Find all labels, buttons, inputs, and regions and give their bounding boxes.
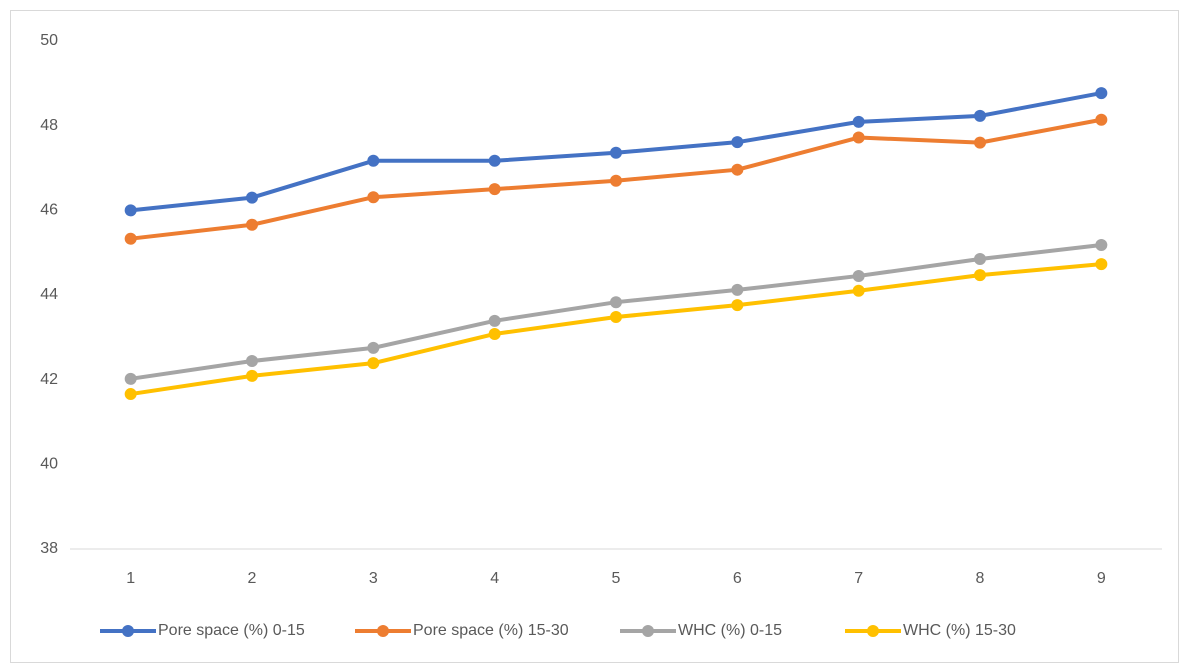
data-point (1095, 87, 1108, 100)
y-tick-label: 50 (40, 32, 58, 49)
data-point (974, 109, 986, 122)
data-point (124, 204, 137, 217)
data-point (974, 269, 986, 282)
data-point (488, 154, 501, 167)
data-point (731, 299, 744, 312)
data-point (124, 372, 137, 385)
data-point (731, 163, 744, 176)
data-point (367, 357, 380, 370)
y-tick-label: 42 (40, 371, 58, 388)
data-point (852, 284, 865, 297)
x-tick-label: 7 (854, 570, 863, 587)
y-tick-label: 40 (40, 456, 58, 473)
data-point (246, 218, 258, 231)
x-tick-label: 3 (369, 570, 378, 587)
data-point (974, 136, 986, 149)
data-point (246, 355, 258, 368)
data-point (488, 183, 501, 196)
legend-label: Pore space (%) 15-30 (413, 622, 569, 639)
data-point (610, 296, 622, 309)
data-point (367, 154, 380, 167)
data-point (610, 311, 622, 324)
x-tick-label: 2 (248, 570, 257, 587)
data-point (852, 131, 865, 144)
data-point (610, 146, 622, 159)
data-point (367, 341, 380, 354)
x-tick-label: 9 (1097, 570, 1106, 587)
data-point (731, 136, 744, 149)
data-point (488, 327, 501, 340)
data-point (974, 253, 986, 266)
data-point (246, 191, 258, 204)
data-point (367, 191, 380, 204)
data-point (124, 232, 137, 245)
x-tick-label: 5 (612, 570, 621, 587)
legend-label: Pore space (%) 0-15 (158, 622, 305, 639)
x-tick-label: 8 (976, 570, 985, 587)
data-point (1095, 113, 1108, 126)
y-tick-label: 38 (40, 540, 58, 557)
data-point (1095, 258, 1108, 271)
data-point (488, 314, 501, 327)
data-point (852, 115, 865, 128)
data-point (124, 388, 137, 401)
legend-marker (377, 625, 389, 637)
legend-marker (867, 625, 879, 637)
legend-label: WHC (%) 0-15 (678, 622, 782, 639)
y-tick-label: 46 (40, 202, 58, 219)
legend-marker (122, 625, 134, 637)
data-point (1095, 239, 1108, 252)
legend-marker (642, 625, 654, 637)
x-tick-label: 1 (126, 570, 135, 587)
legend-label: WHC (%) 15-30 (903, 622, 1016, 639)
data-point (731, 283, 744, 296)
data-point (852, 269, 865, 282)
x-tick-label: 4 (490, 570, 499, 587)
y-tick-label: 44 (40, 286, 58, 303)
chart-frame (10, 10, 1179, 663)
x-tick-label: 6 (733, 570, 742, 587)
data-point (246, 369, 258, 382)
y-tick-label: 48 (40, 117, 58, 134)
data-point (610, 174, 622, 187)
